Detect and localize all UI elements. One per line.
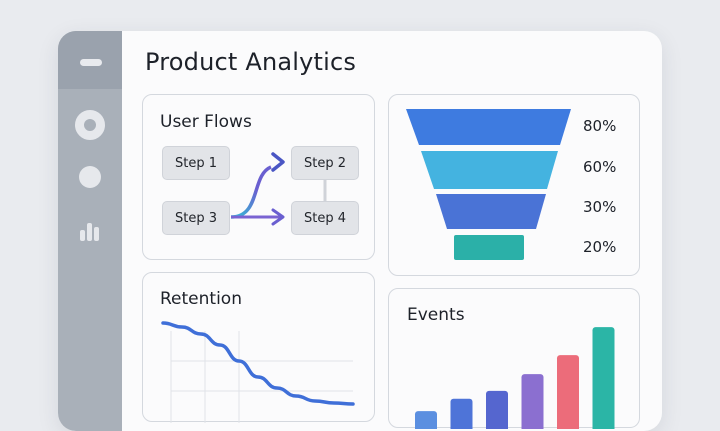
funnel-stage-1 (406, 109, 571, 145)
bar-chart-icon-bar (94, 227, 99, 241)
menu-icon[interactable] (80, 59, 102, 66)
bar-chart-icon[interactable] (80, 223, 102, 241)
events-bar (521, 374, 544, 429)
events-bar (415, 411, 437, 429)
retention-line (161, 321, 355, 406)
funnel-card[interactable]: 80% 60% 30% 20% (388, 94, 640, 276)
funnel-label-3: 30% (583, 198, 617, 216)
events-bar (557, 355, 579, 429)
step-3-node[interactable]: Step 3 (162, 201, 230, 235)
retention-card[interactable]: Retention (142, 272, 375, 423)
arrow-step1-step2-head (271, 152, 285, 172)
funnel-stage-3 (436, 194, 546, 229)
funnel-chart (406, 109, 571, 260)
bar-chart-icon-bar (80, 230, 85, 241)
user-flows-card[interactable]: User Flows Step 1 Step 2 Step 3 Step 4 (142, 94, 375, 260)
retention-chart (161, 321, 355, 423)
arrow-step3-step2 (230, 165, 272, 219)
sidebar (58, 31, 122, 431)
user-flows-title: User Flows (160, 112, 252, 132)
funnel-label-4: 20% (583, 238, 617, 256)
funnel-label-1: 80% (583, 117, 617, 135)
events-card[interactable]: Events (388, 288, 640, 429)
page-title: Product Analytics (145, 48, 357, 76)
funnel-label-2: 60% (583, 158, 617, 176)
arrow-step3-step4-head (271, 208, 285, 226)
step-4-node[interactable]: Step 4 (291, 201, 359, 235)
circle-icon[interactable] (79, 166, 101, 188)
events-title: Events (407, 305, 465, 325)
events-chart (415, 327, 615, 429)
events-bar (486, 390, 508, 429)
events-bar (450, 398, 473, 429)
radio-icon[interactable] (75, 110, 105, 140)
step-1-node[interactable]: Step 1 (162, 146, 230, 180)
events-bar (592, 327, 615, 429)
bar-chart-icon-bar (87, 223, 92, 241)
retention-title: Retention (160, 289, 242, 309)
funnel-stage-2 (421, 151, 558, 189)
flow-arrows (230, 152, 327, 226)
funnel-stage-4 (454, 235, 524, 260)
step-2-node[interactable]: Step 2 (291, 146, 359, 180)
